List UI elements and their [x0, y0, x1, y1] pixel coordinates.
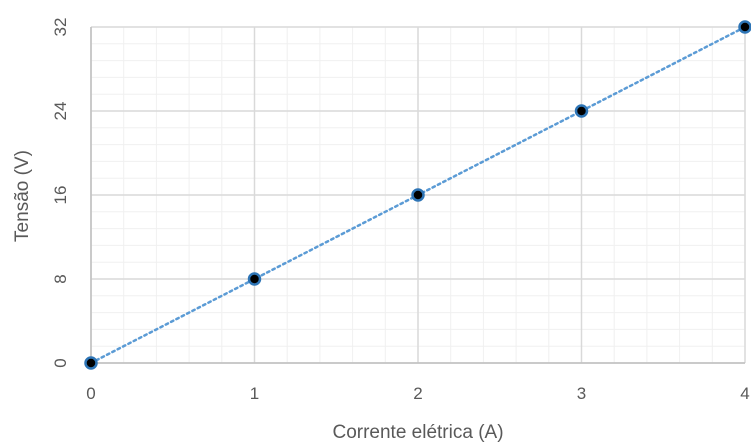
y-tick-label: 0 — [51, 358, 70, 367]
x-tick-label: 0 — [86, 384, 95, 403]
y-axis-title: Tensão (V) — [12, 150, 33, 242]
x-tick-label: 3 — [577, 384, 586, 403]
data-point — [247, 272, 262, 286]
data-points — [84, 20, 751, 370]
x-axis-title: Corrente elétrica (A) — [332, 422, 503, 443]
x-tick-label: 1 — [250, 384, 259, 403]
y-tick-label: 32 — [51, 18, 70, 37]
y-tick-label: 16 — [51, 186, 70, 205]
y-tick-label: 8 — [51, 274, 70, 283]
axes — [90, 27, 745, 364]
y-tick-label: 24 — [51, 102, 70, 121]
data-point — [411, 188, 425, 202]
x-tick-labels: 0 1 2 3 4 — [86, 384, 749, 403]
data-point — [738, 20, 751, 34]
x-tick-label: 4 — [740, 384, 749, 403]
y-tick-labels: 0 8 16 24 32 — [51, 18, 70, 368]
data-point — [84, 356, 98, 370]
x-tick-label: 2 — [413, 384, 422, 403]
data-point — [574, 104, 589, 118]
